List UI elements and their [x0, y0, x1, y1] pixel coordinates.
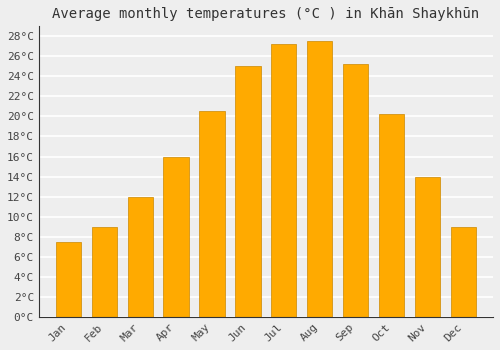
Title: Average monthly temperatures (°C ) in Khān Shaykhūn: Average monthly temperatures (°C ) in Kh… — [52, 7, 480, 21]
Bar — [415, 176, 440, 317]
Bar — [272, 44, 296, 317]
Bar — [308, 41, 332, 317]
Bar — [451, 227, 476, 317]
Bar — [128, 197, 152, 317]
Bar — [343, 64, 368, 317]
Bar — [236, 66, 260, 317]
Bar — [200, 111, 224, 317]
Bar — [56, 241, 81, 317]
Bar — [92, 227, 116, 317]
Bar — [164, 156, 188, 317]
Bar — [379, 114, 404, 317]
